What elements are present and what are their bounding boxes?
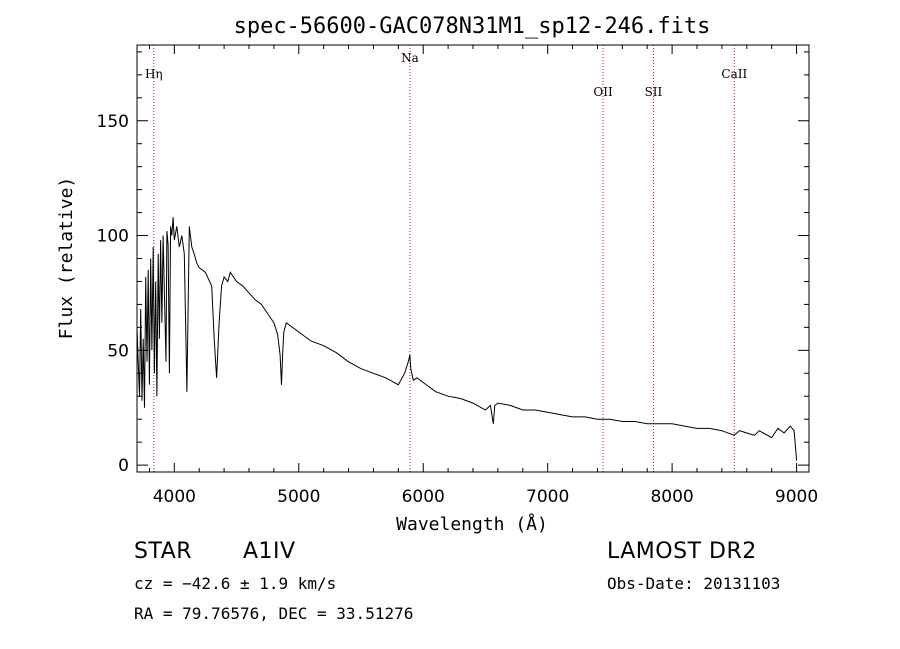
redshift-cz: cz = −42.6 ± 1.9 km/s (134, 574, 337, 593)
x-axis: 4000 5000 6000 7000 8000 9000 (148, 45, 818, 507)
spectral-line-markers: Hη Na OII SII CaII (145, 45, 747, 472)
object-type: STAR (134, 539, 193, 564)
line-label: Na (401, 51, 419, 65)
spectral-class: A1IV (243, 539, 296, 564)
survey-name: LAMOST DR2 (607, 539, 757, 564)
y-axis-label: Flux (relative) (56, 177, 77, 340)
observation-date: Obs-Date: 20131103 (607, 574, 781, 593)
x-tick-label: 9000 (775, 487, 818, 507)
y-axis: 0 50 100 150 (97, 51, 809, 476)
y-tick-label: 50 (107, 341, 129, 361)
x-tick-label: 8000 (650, 487, 693, 507)
spectrum-line (136, 217, 798, 461)
chart-title: spec-56600-GAC078N31M1_sp12-246.fits (234, 14, 711, 39)
x-tick-label: 4000 (153, 487, 196, 507)
x-axis-label: Wavelength (Å) (396, 513, 548, 535)
y-tick-label: 150 (97, 112, 129, 132)
line-label: SII (645, 85, 663, 99)
line-label: CaII (721, 67, 747, 81)
line-label: Hη (145, 67, 163, 81)
plot-frame (136, 44, 810, 473)
x-tick-label: 7000 (526, 487, 569, 507)
x-tick-label: 6000 (402, 487, 445, 507)
line-label: OII (593, 85, 613, 99)
y-tick-label: 100 (97, 227, 129, 247)
y-tick-label: 0 (118, 456, 129, 476)
ra-dec-coordinates: RA = 79.76576, DEC = 33.51276 (134, 604, 414, 623)
x-tick-label: 5000 (277, 487, 320, 507)
